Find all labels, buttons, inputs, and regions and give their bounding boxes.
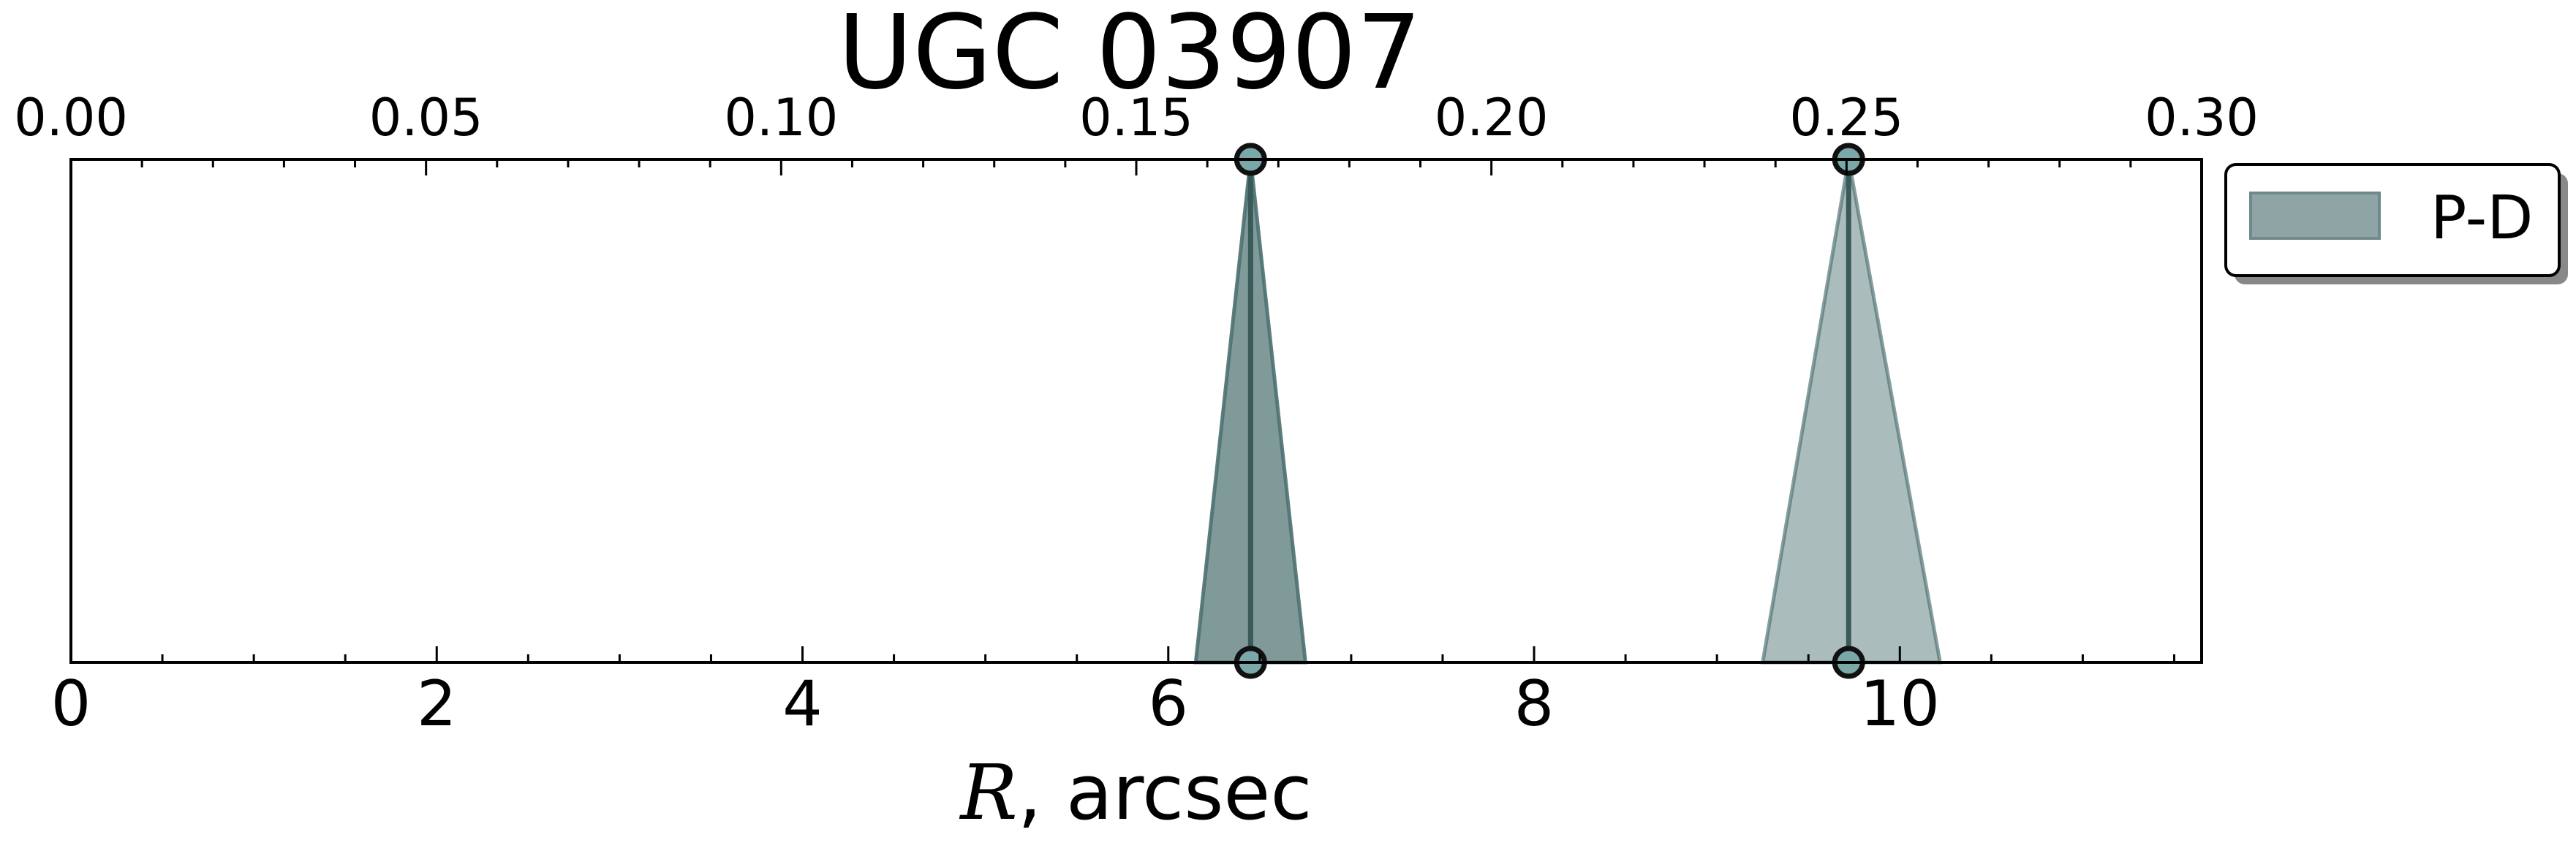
ticks-layer	[69, 159, 2203, 662]
x-axis-label-symbol: R	[959, 748, 1017, 837]
feature-2-area	[1760, 159, 1943, 665]
x-top-tick-label: 0.10	[724, 88, 838, 148]
x-bottom-tick-label: 0	[51, 667, 91, 741]
x-top-tick-label: 0.25	[1789, 88, 1903, 148]
legend: P-D	[2224, 163, 2568, 284]
x-top-tick-label: 0.20	[1435, 88, 1549, 148]
x-bottom-tick-label: 8	[1514, 667, 1555, 741]
features-layer	[1193, 143, 1943, 679]
x-bottom-tick-label: 4	[782, 667, 823, 741]
legend-patch	[2249, 192, 2381, 240]
top-tick-labels: 0.00 0.05 0.10 0.15 0.20 0.25 0.30	[14, 88, 2259, 148]
x-axis-label: R, arcsec	[959, 748, 1312, 837]
x-top-tick-label: 0.30	[2145, 88, 2259, 148]
legend-label: P-D	[2430, 184, 2533, 253]
x-top-tick-label: 0.15	[1079, 88, 1193, 148]
x-top-tick-label: 0.05	[369, 88, 483, 148]
x-bottom-tick-label: 2	[417, 667, 457, 741]
x-bottom-tick-label: 6	[1148, 667, 1188, 741]
x-bottom-tick-label: 10	[1860, 667, 1940, 741]
x-axis-label-unit: , arcsec	[1018, 748, 1312, 837]
x-top-tick-label: 0.00	[14, 88, 128, 148]
bottom-tick-labels: 0 2 4 6 8 10	[51, 667, 1940, 741]
chart-title: UGC 03907	[838, 0, 1422, 113]
